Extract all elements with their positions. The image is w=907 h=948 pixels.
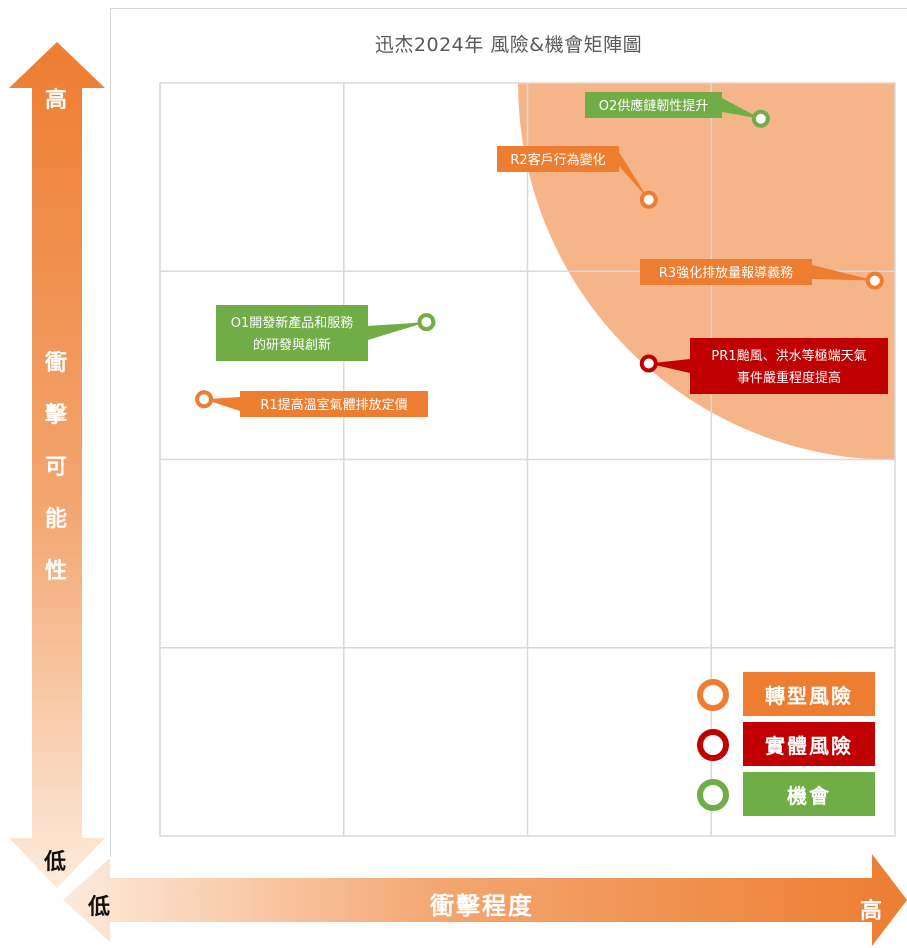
data-point-r2 — [639, 190, 658, 209]
y-axis-low-label: 低 — [44, 850, 67, 875]
callout-label-o1: O1開發新產品和服務 — [231, 315, 354, 331]
callout-label-o2: O2供應鏈韌性提升 — [599, 98, 709, 114]
callout-label-pr1: 事件嚴重程度提高 — [737, 370, 841, 386]
callout-box-r1 — [240, 391, 428, 417]
callout-connector — [812, 265, 875, 281]
y-axis-label-char-3: 可 — [45, 455, 68, 480]
legend-label-physical-risk: 實體風險 — [743, 722, 875, 766]
callout-box-pr1 — [690, 338, 888, 394]
x-axis-low-label: 低 — [88, 895, 111, 920]
plot-border — [159, 82, 896, 837]
callout-box-r3 — [640, 259, 812, 285]
y-axis-label-char-4: 能 — [45, 507, 68, 532]
physical-risk-marker-icon — [697, 729, 729, 761]
legend-label-transition-risk: 轉型風險 — [743, 672, 875, 716]
y-axis-label-char-1: 衝 — [45, 351, 68, 376]
y-axis-label-char-2: 擊 — [45, 403, 68, 428]
callout-label-o1: 的研發與創新 — [253, 337, 331, 353]
callout-connector — [204, 397, 240, 411]
callout-label-r3: R3強化排放量報導義務 — [659, 265, 793, 281]
chart-title: 迅杰2024年 風險&機會矩陣圖 — [374, 34, 643, 56]
callout-label-pr1: PR1颱風、洪水等極端天氣 — [711, 348, 866, 364]
legend-item-transition-risk: 轉型風險 — [697, 672, 877, 716]
callout-label-r2: R2客戶行為變化 — [510, 152, 605, 168]
y-axis-label-char-5: 性 — [45, 559, 68, 584]
data-point-o1 — [417, 313, 436, 332]
callout-label-r1: R1提高溫室氣體排放定價 — [260, 397, 407, 413]
callout-box-o1 — [216, 305, 368, 361]
x-axis-arrow — [63, 854, 907, 946]
callout-box-r2 — [497, 146, 619, 172]
legend-item-opportunity: 機會 — [697, 772, 877, 816]
opportunity-marker-icon — [697, 779, 729, 811]
data-point-pr1 — [639, 354, 658, 373]
transition-risk-marker-icon — [697, 679, 729, 711]
x-axis-high-label: 高 — [860, 899, 883, 924]
callout-connector — [619, 152, 649, 200]
data-point-r1 — [195, 390, 214, 409]
x-axis-label: 衝擊程度 — [430, 892, 534, 920]
callout-connector — [722, 98, 761, 119]
legend-item-physical-risk: 實體風險 — [697, 722, 877, 766]
data-point-r3 — [865, 271, 884, 290]
callout-connector — [648, 359, 690, 373]
y-axis-arrow — [9, 42, 105, 888]
callout-connector — [368, 322, 427, 340]
y-axis-high-label: 高 — [45, 88, 68, 113]
callout-box-o2 — [585, 92, 722, 118]
data-point-o2 — [751, 109, 770, 128]
legend-label-opportunity: 機會 — [743, 772, 875, 816]
